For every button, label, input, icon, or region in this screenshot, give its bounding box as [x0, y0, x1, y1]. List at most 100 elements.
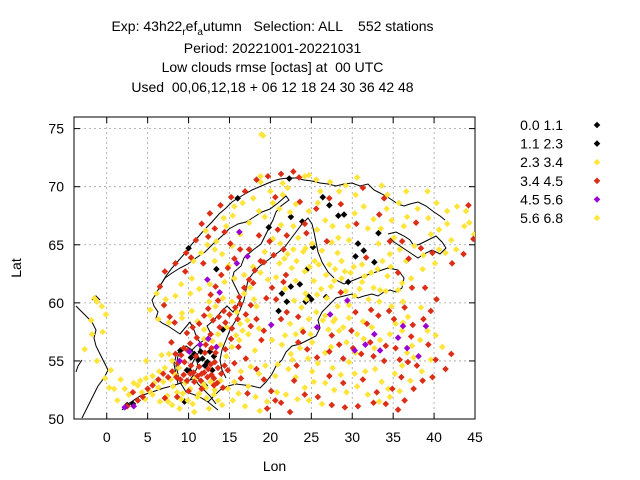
data-point-series-6	[93, 357, 101, 365]
data-point-series-3	[293, 257, 300, 265]
data-point-series-4	[207, 361, 214, 368]
data-point-series-3	[272, 273, 280, 281]
data-point-series-4	[277, 170, 285, 178]
data-point-series-5	[121, 404, 129, 411]
data-point-series-3	[117, 376, 124, 383]
data-point-series-4	[194, 372, 201, 380]
data-point-series-3	[231, 275, 238, 282]
data-point-series-3	[224, 385, 232, 393]
data-point-series-5	[415, 352, 422, 360]
data-point-series-4	[139, 393, 147, 401]
data-point-series-4	[253, 176, 260, 184]
data-point-series-1	[340, 211, 348, 218]
data-point-series-3	[217, 377, 224, 384]
data-point-series-3	[250, 296, 258, 303]
data-point-series-4	[207, 291, 214, 299]
data-point-series-5	[130, 402, 138, 410]
data-point-series-3	[301, 268, 309, 275]
data-point-series-4	[228, 325, 236, 332]
data-point-series-3	[308, 240, 316, 247]
data-point-series-3	[408, 342, 416, 350]
data-point-series-4	[214, 297, 222, 304]
data-point-series-3	[356, 285, 363, 293]
data-point-series-3	[345, 236, 353, 244]
data-point-series-4	[283, 232, 291, 239]
data-point-series-3	[202, 384, 210, 391]
data-point-series-6	[205, 405, 213, 412]
legend-label: 1.1 2.3	[520, 136, 563, 152]
data-point-series-4	[263, 294, 270, 302]
data-point-series-5	[236, 228, 243, 236]
data-point-series-4	[392, 344, 399, 352]
data-point-series-4	[326, 372, 333, 380]
data-point-series-3	[339, 323, 347, 331]
legend-label: 2.3 3.4	[520, 154, 563, 170]
data-point-series-4	[236, 300, 244, 308]
data-point-series-3	[353, 174, 361, 181]
data-point-series-3	[417, 304, 425, 311]
data-point-series-4	[245, 276, 253, 283]
data-point-series-4	[295, 174, 303, 181]
data-point-series-4	[370, 352, 377, 360]
data-point-series-4	[210, 382, 218, 389]
data-point-series-3	[177, 280, 185, 288]
data-point-series-3	[286, 208, 294, 216]
data-point-series-2	[204, 358, 211, 366]
data-point-series-4	[408, 284, 416, 292]
data-point-series-4	[172, 260, 179, 267]
data-point-series-3	[232, 332, 240, 339]
data-point-series-3	[447, 236, 455, 244]
data-point-series-3	[178, 310, 186, 317]
data-point-series-3	[281, 255, 288, 263]
data-point-series-3	[442, 249, 449, 257]
data-point-series-4	[191, 378, 198, 386]
data-point-series-4	[192, 236, 200, 244]
data-point-series-5	[344, 297, 351, 304]
data-point-series-4	[337, 289, 345, 296]
data-point-series-3	[338, 275, 345, 282]
data-point-series-4	[410, 385, 417, 393]
x-tick-label: 20	[263, 429, 279, 445]
data-point-series-4	[164, 373, 172, 381]
data-point-series-4	[290, 168, 297, 175]
data-point-series-3	[212, 303, 219, 310]
data-point-series-3	[251, 347, 259, 354]
legend-marker	[593, 196, 601, 203]
data-point-series-4	[129, 388, 137, 396]
data-point-series-4	[224, 366, 232, 374]
data-point-series-4	[390, 315, 398, 323]
data-point-series-3	[245, 219, 253, 226]
data-point-series-1	[303, 265, 311, 273]
data-point-series-3	[368, 323, 376, 331]
data-point-series-6	[155, 368, 163, 375]
data-point-series-3	[396, 387, 404, 395]
data-point-series-4	[427, 307, 435, 315]
data-point-series-4	[296, 198, 304, 206]
x-tick-label: 10	[181, 429, 197, 445]
data-point-series-3	[360, 203, 368, 210]
data-point-series-3	[371, 344, 378, 352]
data-point-series-4	[419, 377, 426, 384]
data-point-series-4	[283, 308, 291, 316]
data-point-series-4	[168, 339, 175, 346]
data-point-series-4	[335, 341, 343, 348]
data-point-series-3	[335, 327, 343, 335]
data-point-series-5	[313, 323, 321, 331]
data-point-series-4	[187, 254, 195, 261]
data-point-series-3	[282, 391, 290, 398]
data-point-series-3	[364, 391, 372, 398]
data-point-series-3	[418, 368, 426, 375]
data-point-series-3	[276, 240, 284, 247]
data-point-series-4	[282, 271, 290, 279]
data-point-series-4	[448, 260, 456, 267]
data-point-series-4	[236, 293, 243, 301]
data-point-series-4	[277, 399, 285, 407]
legend: 0.0 1.1 1.1 2.3 2.3 3.4 3.4 4.5 4.5 5.6 5.6 6…	[520, 117, 601, 226]
data-point-series-3	[376, 286, 384, 294]
title-exp-prefix: Exp: 43h22	[111, 18, 183, 34]
data-point-series-3	[407, 275, 415, 282]
data-point-series-3	[244, 316, 251, 324]
data-point-series-6	[229, 397, 237, 404]
data-point-series-3	[222, 222, 230, 230]
